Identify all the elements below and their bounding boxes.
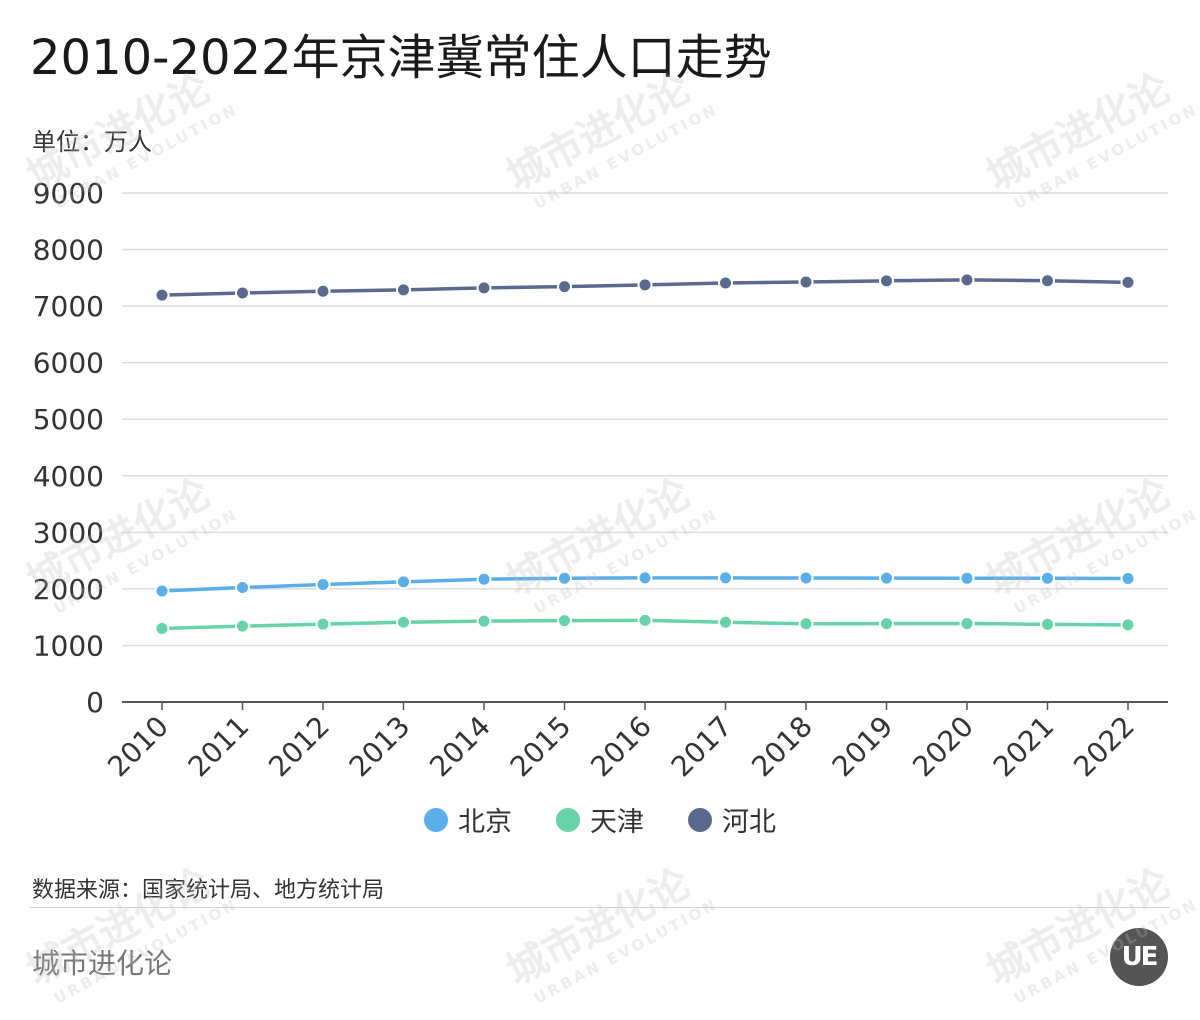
y-tick-label: 2000 bbox=[33, 573, 104, 606]
line-chart: 0 1000 2000 3000 4000 5000 6000 7000 8000 9000 20… bbox=[33, 177, 1168, 783]
data-point bbox=[1040, 570, 1055, 586]
legend-item-tianjin[interactable]: 天津 bbox=[556, 800, 644, 839]
data-point bbox=[1040, 616, 1055, 632]
x-tick-label: 2021 bbox=[987, 710, 1061, 784]
data-point bbox=[154, 287, 170, 303]
data-point bbox=[557, 279, 572, 295]
x-tick-label: 2011 bbox=[182, 710, 256, 784]
data-point bbox=[879, 616, 894, 632]
legend: 北京 天津 河北 bbox=[0, 800, 1200, 839]
x-tick-label: 2018 bbox=[745, 710, 819, 784]
brand-name: 城市进化论 bbox=[32, 947, 173, 980]
grid-lines bbox=[122, 192, 1168, 647]
data-point bbox=[637, 612, 653, 628]
data-point bbox=[1120, 617, 1136, 633]
data-point bbox=[798, 274, 814, 290]
data-point bbox=[718, 614, 733, 630]
x-tick-label: 2016 bbox=[584, 710, 658, 784]
y-tick-label: 1000 bbox=[33, 629, 104, 662]
watermark-text: 城市进化论 bbox=[499, 860, 698, 995]
y-tick-label: 0 bbox=[86, 686, 104, 719]
data-point bbox=[879, 273, 894, 289]
x-tick-label: 2013 bbox=[343, 710, 417, 784]
x-tick-label: 2015 bbox=[504, 710, 578, 784]
data-point bbox=[315, 283, 331, 299]
x-tick-label: 2014 bbox=[423, 710, 497, 784]
x-tick-label: 2022 bbox=[1067, 710, 1141, 784]
y-tick-label: 5000 bbox=[33, 403, 104, 436]
data-point bbox=[476, 613, 492, 629]
data-point bbox=[557, 613, 572, 629]
y-tick-label: 4000 bbox=[33, 460, 104, 493]
data-source: 数据来源：国家统计局、地方统计局 bbox=[32, 878, 385, 903]
data-point bbox=[476, 280, 492, 296]
watermark: 城市进化论 URBAN EVOLUTION bbox=[495, 844, 722, 1013]
y-tick-label: 3000 bbox=[33, 516, 104, 549]
data-point bbox=[637, 277, 653, 293]
data-point bbox=[235, 580, 250, 596]
data-point bbox=[1120, 274, 1136, 290]
legend-marker-beijing bbox=[424, 807, 448, 832]
y-axis-ticks: 0 1000 2000 3000 4000 5000 6000 7000 8000 9000 bbox=[33, 177, 104, 719]
legend-label-hebei: 河北 bbox=[722, 807, 776, 838]
x-tick-label: 2017 bbox=[665, 710, 739, 784]
data-point bbox=[718, 570, 733, 586]
data-point bbox=[1040, 273, 1055, 289]
watermark-subtext: URBAN EVOLUTION bbox=[530, 894, 722, 1008]
data-point bbox=[154, 621, 170, 637]
legend-marker-tianjin bbox=[556, 807, 580, 832]
x-tick-label: 2010 bbox=[101, 710, 175, 784]
y-tick-label: 6000 bbox=[33, 347, 104, 380]
data-point bbox=[798, 616, 814, 632]
legend-marker-hebei bbox=[688, 807, 712, 832]
legend-item-hebei[interactable]: 河北 bbox=[688, 800, 776, 839]
series-group bbox=[154, 272, 1136, 637]
data-point bbox=[959, 272, 975, 288]
data-point bbox=[1120, 570, 1136, 586]
data-point bbox=[235, 618, 250, 634]
data-point bbox=[959, 616, 975, 632]
data-point bbox=[315, 576, 331, 592]
x-tick-label: 2019 bbox=[826, 710, 900, 784]
y-tick-label: 8000 bbox=[33, 234, 104, 267]
data-point bbox=[557, 570, 572, 586]
watermark: 城市进化论 URBAN EVOLUTION bbox=[975, 844, 1200, 1013]
legend-label-beijing: 北京 bbox=[458, 807, 512, 838]
chart-title: 2010-2022年京津冀常住人口走势 bbox=[30, 30, 772, 86]
data-point bbox=[959, 570, 975, 586]
data-point bbox=[396, 574, 411, 590]
watermark-subtext: URBAN EVOLUTION bbox=[1010, 894, 1200, 1008]
y-tick-label: 7000 bbox=[33, 290, 104, 323]
data-point bbox=[235, 285, 250, 301]
unit-label: 单位：万人 bbox=[32, 128, 152, 156]
data-point bbox=[154, 583, 170, 599]
x-tick-label: 2012 bbox=[262, 710, 336, 784]
data-point bbox=[718, 275, 733, 291]
data-point bbox=[637, 570, 653, 586]
brand-logo: UE bbox=[1110, 928, 1168, 986]
x-axis-ticks: 2010 2011 2012 2013 2014 2015 2016 2017 2018 2019… bbox=[101, 702, 1141, 783]
data-point bbox=[396, 614, 411, 630]
data-point bbox=[879, 570, 894, 586]
watermark: 城市进化论 URBAN EVOLUTION bbox=[15, 844, 242, 1013]
data-point bbox=[396, 282, 411, 298]
data-point bbox=[476, 571, 492, 587]
data-point bbox=[798, 570, 814, 586]
divider bbox=[30, 907, 1170, 908]
legend-item-beijing[interactable]: 北京 bbox=[424, 800, 512, 839]
x-tick-label: 2020 bbox=[906, 710, 980, 784]
y-tick-label: 9000 bbox=[33, 177, 104, 210]
legend-label-tianjin: 天津 bbox=[590, 807, 644, 838]
data-point bbox=[315, 616, 331, 632]
